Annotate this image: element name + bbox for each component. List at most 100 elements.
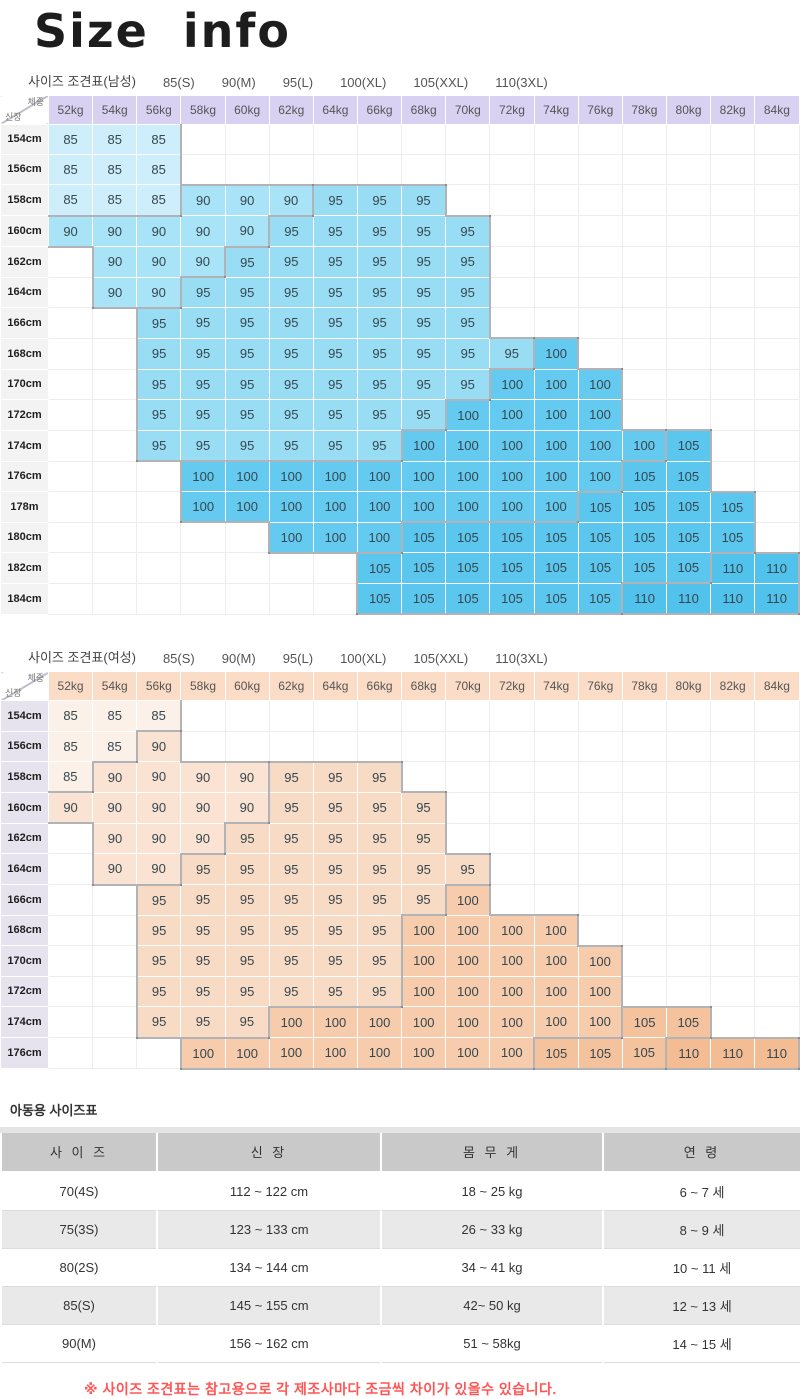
size-cell: 105 bbox=[401, 552, 447, 584]
empty-cell bbox=[710, 730, 756, 763]
size-cell: 105 bbox=[533, 552, 579, 584]
size-cell: 95 bbox=[356, 853, 403, 886]
weight-column-header: 62kg bbox=[268, 671, 314, 702]
weight-column-header: 58kg bbox=[180, 671, 226, 702]
size-cell: 85 bbox=[136, 184, 182, 217]
empty-cell bbox=[489, 730, 535, 763]
height-row-header: 170cm bbox=[0, 368, 49, 401]
empty-cell bbox=[445, 822, 491, 855]
empty-cell bbox=[224, 582, 270, 615]
empty-cell bbox=[710, 368, 756, 401]
empty-cell bbox=[577, 276, 623, 309]
size-cell: 105 bbox=[665, 521, 712, 554]
empty-cell bbox=[489, 276, 535, 309]
size-cell: 100 bbox=[489, 399, 535, 431]
empty-cell bbox=[754, 460, 800, 493]
weight-column-header: 68kg bbox=[401, 94, 447, 125]
size-cell: 95 bbox=[268, 791, 314, 824]
empty-cell bbox=[356, 730, 403, 763]
empty-cell bbox=[621, 945, 667, 977]
empty-cell bbox=[136, 460, 182, 493]
kids-size-cell: 70(4S) bbox=[0, 1171, 158, 1211]
empty-cell bbox=[47, 822, 94, 855]
size-cell: 95 bbox=[135, 883, 182, 916]
empty-cell bbox=[577, 791, 623, 824]
size-cell: 95 bbox=[356, 215, 403, 248]
empty-cell bbox=[754, 399, 800, 431]
size-cell: 105 bbox=[577, 521, 623, 554]
weight-column-header: 82kg bbox=[710, 94, 756, 125]
corner-height-label: 신장 bbox=[5, 688, 22, 699]
empty-cell bbox=[533, 276, 579, 309]
size-cell: 100 bbox=[179, 491, 226, 524]
size-cell: 100 bbox=[577, 460, 624, 493]
size-cell: 95 bbox=[312, 429, 358, 463]
empty-cell bbox=[136, 552, 182, 584]
size-cell: 95 bbox=[135, 429, 182, 463]
size-legend-item: 110(3XL) bbox=[495, 74, 548, 90]
empty-cell bbox=[665, 123, 712, 155]
empty-cell bbox=[621, 368, 667, 401]
size-cell: 95 bbox=[135, 1006, 182, 1039]
size-cell: 100 bbox=[533, 914, 580, 947]
empty-cell bbox=[621, 276, 667, 309]
empty-cell bbox=[401, 123, 447, 155]
size-cell: 100 bbox=[577, 1006, 624, 1039]
empty-cell bbox=[754, 761, 800, 793]
empty-cell bbox=[621, 975, 667, 1008]
size-legend-item: 100(XL) bbox=[340, 74, 387, 90]
height-row-header: 172cm bbox=[0, 975, 49, 1008]
size-cell: 95 bbox=[135, 975, 182, 1008]
weight-column-header: 76kg bbox=[577, 671, 623, 702]
size-cell: 90 bbox=[180, 791, 226, 824]
size-cell: 100 bbox=[489, 1006, 535, 1039]
empty-cell bbox=[445, 184, 491, 217]
size-cell: 100 bbox=[268, 521, 314, 554]
height-row-header: 170cm bbox=[0, 945, 49, 977]
size-cell: 95 bbox=[312, 791, 358, 824]
kids-size-cell: 80(2S) bbox=[0, 1248, 158, 1287]
empty-cell bbox=[621, 914, 667, 947]
size-cell: 100 bbox=[445, 460, 491, 493]
empty-cell bbox=[621, 184, 667, 217]
size-cell: 95 bbox=[312, 337, 358, 370]
empty-cell bbox=[489, 700, 535, 732]
empty-cell bbox=[136, 582, 182, 615]
size-cell: 95 bbox=[312, 760, 358, 793]
weight-column-header: 70kg bbox=[445, 94, 491, 125]
kids-size-cell: 51 ~ 58kg bbox=[380, 1324, 604, 1363]
size-legend-item: 90(M) bbox=[221, 651, 256, 667]
empty-cell bbox=[665, 884, 712, 916]
kids-size-cell: 6 ~ 7 세 bbox=[602, 1171, 800, 1211]
empty-cell bbox=[665, 368, 712, 401]
empty-cell bbox=[401, 700, 447, 732]
size-cell: 95 bbox=[312, 368, 358, 401]
size-cell: 95 bbox=[180, 1006, 226, 1039]
size-cell: 100 bbox=[488, 368, 535, 401]
empty-cell bbox=[577, 914, 623, 947]
size-cell: 105 bbox=[621, 521, 667, 554]
weight-column-header: 54kg bbox=[92, 94, 138, 125]
empty-cell bbox=[445, 730, 491, 763]
height-row-header: 174cm bbox=[0, 429, 49, 462]
empty-cell bbox=[754, 215, 800, 248]
empty-cell bbox=[754, 791, 800, 824]
empty-cell bbox=[665, 184, 712, 217]
size-cell: 95 bbox=[445, 246, 491, 278]
size-cell: 100 bbox=[445, 491, 491, 524]
kids-column-header: 신 장 bbox=[156, 1129, 382, 1173]
empty-cell bbox=[754, 246, 800, 278]
weight-column-header: 66kg bbox=[356, 94, 403, 125]
height-row-header: 168cm bbox=[0, 914, 49, 947]
corner-weight-label: 체중 bbox=[27, 96, 44, 107]
empty-cell bbox=[312, 730, 358, 763]
size-cell: 100 bbox=[224, 460, 270, 493]
size-cell: 105 bbox=[665, 460, 712, 493]
empty-cell bbox=[665, 307, 712, 339]
size-cell: 100 bbox=[533, 429, 579, 462]
height-row-header: 168cm bbox=[0, 337, 49, 370]
empty-cell bbox=[92, 521, 138, 554]
size-cell: 95 bbox=[268, 853, 314, 886]
empty-cell bbox=[180, 552, 226, 584]
size-cell: 95 bbox=[401, 853, 447, 886]
